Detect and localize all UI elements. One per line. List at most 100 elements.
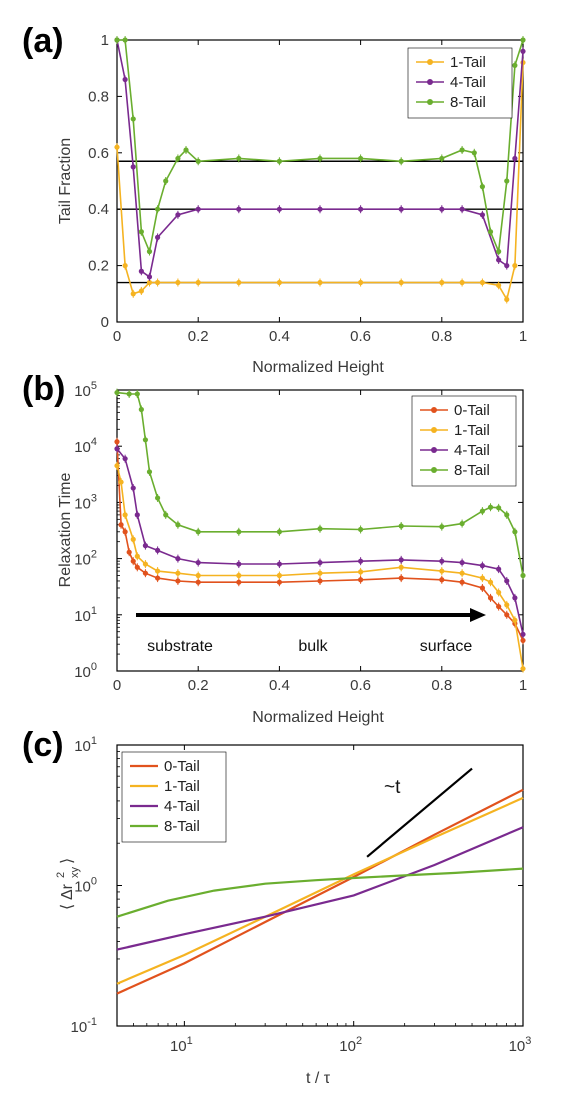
data-point [276, 572, 282, 579]
x-tick-label: 0.6 [350, 328, 371, 345]
panel-c-ylabel-sub: xy [69, 867, 81, 879]
data-point [398, 206, 404, 212]
annotation-surface: surface [420, 638, 473, 655]
data-point [487, 579, 494, 585]
data-point [358, 569, 364, 575]
annotation-bulk: bulk [298, 638, 328, 655]
data-point [504, 512, 510, 518]
data-point [479, 508, 485, 514]
y-tick-label: 0.2 [88, 258, 109, 275]
annotation-substrate: substrate [147, 638, 213, 655]
data-point [155, 206, 161, 212]
y-tick-label: 103 [74, 492, 97, 512]
panel-b-letter: (b) [22, 370, 65, 408]
data-point [236, 206, 242, 212]
panel-a-plot [114, 36, 526, 304]
series-line-1-tail [116, 465, 524, 669]
series-line-0-tail [116, 788, 524, 995]
data-point [504, 296, 510, 303]
series-line-8-tail [117, 39, 524, 255]
panel-c-ylabel: ⟨ Δr 2 xy ⟩ [55, 858, 81, 910]
data-point [138, 406, 144, 413]
panel-a-ticks: 0 0.2 0.4 0.6 0.8 1 0 0.2 0.4 0.6 0.8 1 [88, 32, 527, 345]
data-point [276, 158, 282, 164]
legend-marker [431, 447, 437, 453]
panel-b-ticks: 0 0.2 0.4 0.6 0.8 1 100 101 102 103 104 105 [74, 380, 527, 694]
data-point [317, 526, 323, 532]
data-point [114, 446, 120, 452]
data-point [126, 549, 132, 555]
data-point [236, 529, 242, 535]
y-tick-label: 105 [74, 380, 97, 400]
data-point [146, 274, 153, 280]
data-point [439, 568, 445, 574]
data-point [122, 512, 128, 518]
data-point [512, 617, 518, 623]
slope-reference: ~t [366, 767, 473, 858]
data-point [155, 234, 161, 240]
data-point [163, 512, 169, 518]
data-point [439, 558, 445, 564]
data-point [520, 631, 526, 637]
data-point [175, 279, 181, 286]
data-point [195, 559, 201, 566]
y-tick-label: 100 [74, 661, 97, 681]
data-point [126, 391, 132, 397]
data-point [130, 291, 136, 297]
panel-a-frame [116, 39, 524, 323]
data-point [398, 575, 404, 581]
data-point [195, 579, 201, 585]
data-point [479, 184, 485, 190]
data-point [317, 578, 323, 584]
data-point [236, 579, 242, 585]
data-point [512, 62, 518, 68]
x-tick-label: 0.2 [188, 677, 209, 694]
x-tick-label: 0 [113, 328, 121, 345]
y-tick-label: 102 [74, 549, 97, 569]
data-point [175, 570, 181, 576]
data-point [496, 566, 502, 572]
data-point [479, 563, 485, 569]
data-point [142, 437, 149, 443]
data-point [114, 439, 120, 445]
data-point [512, 263, 518, 269]
y-tick-label: 101 [74, 735, 97, 755]
data-point [122, 76, 128, 83]
data-point [358, 558, 364, 564]
y-tick-label: 100 [74, 876, 97, 896]
data-point [142, 543, 149, 549]
data-point [114, 37, 120, 43]
data-point [195, 206, 201, 212]
data-point [504, 578, 510, 584]
data-point [138, 288, 144, 294]
data-point [134, 553, 140, 559]
data-point [146, 469, 153, 475]
data-point [496, 248, 502, 255]
data-point [520, 48, 526, 54]
data-point [236, 572, 242, 579]
data-point [122, 456, 128, 462]
data-point [146, 248, 153, 255]
data-point [479, 212, 485, 218]
panel-b-legend: 0-Tail 1-Tail 4-Tail 8-Tail [411, 395, 517, 487]
series-line-8-tail [116, 867, 524, 918]
x-tick-label: 0.8 [431, 677, 452, 694]
x-tick-label: 102 [339, 1035, 362, 1055]
region-arrow-head [470, 608, 486, 622]
legend-box [407, 47, 513, 119]
data-point [459, 579, 465, 585]
data-point [114, 463, 120, 469]
data-point [114, 389, 120, 396]
data-point [398, 279, 404, 286]
data-point [276, 579, 282, 585]
panel-b-frame [116, 389, 524, 672]
legend-marker [431, 467, 437, 473]
panel-a-xlabel: Normalized Height [252, 359, 384, 376]
data-point [459, 520, 465, 527]
data-point [138, 229, 144, 235]
data-point [155, 279, 161, 286]
data-point [459, 279, 465, 286]
panel-c-letter: (c) [22, 726, 64, 764]
data-point [195, 279, 201, 286]
data-point [471, 150, 477, 156]
